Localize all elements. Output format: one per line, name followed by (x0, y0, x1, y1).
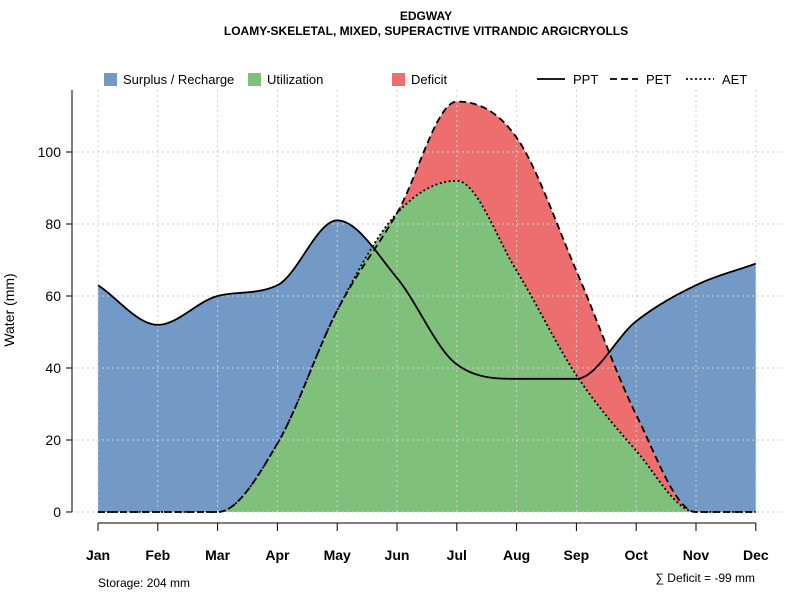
y-tick-label: 0 (53, 504, 61, 520)
deficit-note: ∑ Deficit = -99 mm (655, 571, 755, 585)
series-lines (97, 100, 757, 513)
legend-swatch-2 (392, 73, 405, 86)
x-tick-label-feb: Feb (145, 547, 170, 563)
x-tick-label-apr: Apr (265, 547, 290, 563)
axes: 0 20 40 60 80 100 Jan Feb Mar Apr May Jun Jul Aug Sep O… (38, 90, 769, 563)
gridlines (72, 90, 783, 513)
legend-label-ppt: PPT (573, 72, 598, 87)
x-tick-label-oct: Oct (625, 547, 649, 563)
legend-label-0: Surplus / Recharge (123, 72, 234, 87)
y-axis-label: Water (mm) (1, 273, 17, 346)
legend-swatch-0 (104, 73, 117, 86)
legend-swatch-1 (248, 73, 261, 86)
y-tick-label: 60 (45, 288, 61, 304)
x-tick-label-nov: Nov (683, 547, 710, 563)
storage-note: Storage: 204 mm (98, 576, 190, 590)
deficit-area (98, 101, 756, 512)
x-tick-label-jun: Jun (385, 547, 410, 563)
x-tick-label-may: May (324, 547, 351, 563)
series-line-aet (98, 179, 756, 513)
x-tick-label-jan: Jan (86, 547, 110, 563)
legend-label-pet: PET (646, 72, 671, 87)
x-tick-label-dec: Dec (743, 547, 769, 563)
x-tick-label-sep: Sep (564, 547, 590, 563)
legend-label-2: Deficit (411, 72, 448, 87)
x-tick-label-jul: Jul (447, 547, 467, 563)
chart-subtitle: LOAMY-SKELETAL, MIXED, SUPERACTIVE VITRA… (224, 24, 628, 38)
series-line-ppt (97, 219, 757, 380)
x-tick-label-aug: Aug (503, 547, 530, 563)
y-tick-label: 80 (45, 216, 61, 232)
y-tick-label: 40 (45, 360, 61, 376)
legend: Surplus / Recharge Utilization Deficit PPT P… (104, 72, 747, 87)
legend-label-aet: AET (722, 72, 747, 87)
series-line-pet (98, 100, 756, 513)
legend-label-1: Utilization (267, 72, 323, 87)
y-tick-label: 100 (38, 144, 62, 160)
chart-title: EDGWAY (400, 9, 452, 23)
area-fills (98, 101, 756, 513)
y-tick-label: 20 (45, 432, 61, 448)
utilization-area (98, 180, 756, 513)
surplus-area (98, 101, 756, 512)
plot-area (72, 90, 783, 513)
x-tick-label-mar: Mar (205, 547, 230, 563)
